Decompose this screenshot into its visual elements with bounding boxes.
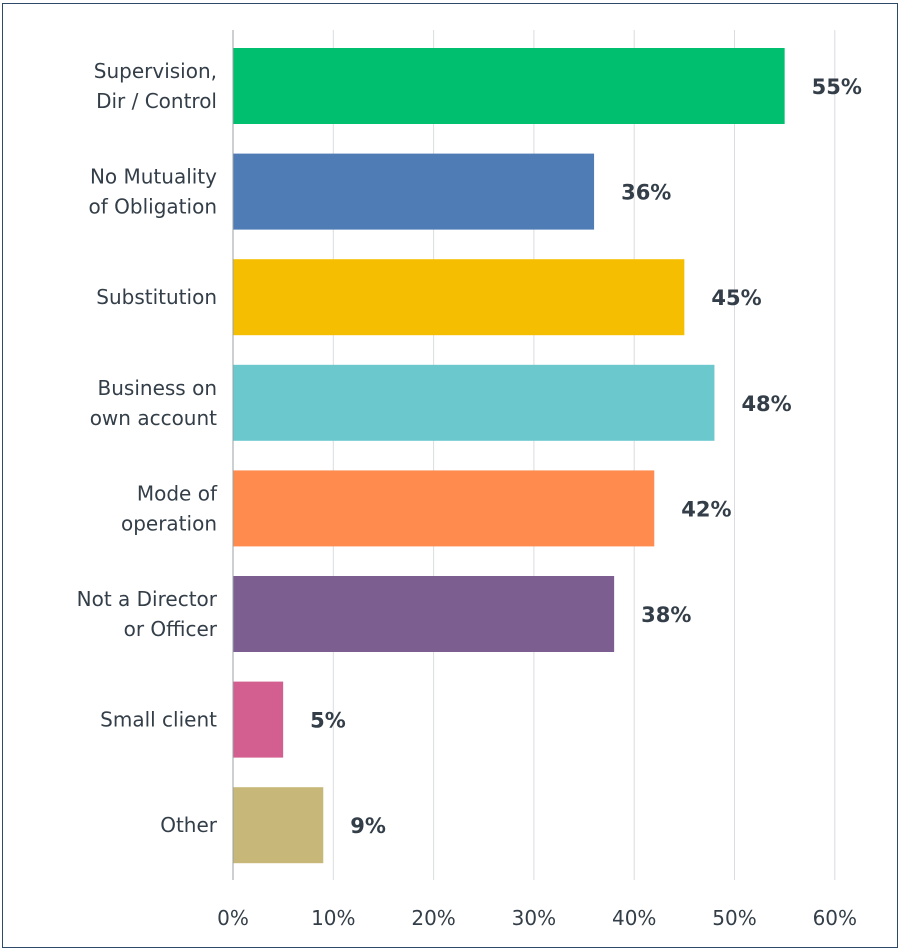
category-label: or Officer [124,617,218,641]
value-label: 45% [711,286,761,310]
value-label: 36% [621,181,671,205]
value-label: 42% [681,497,731,521]
category-label: of Obligation [89,195,217,219]
category-label: Supervision, [94,59,217,83]
bar [233,364,715,441]
x-tick-label: 20% [411,906,455,930]
bars [233,48,785,864]
category-label: Substitution [96,285,217,309]
category-label: Other [160,813,218,837]
x-tick-label: 10% [311,906,355,930]
value-label: 9% [350,814,386,838]
bar [233,153,595,230]
bar [233,787,324,864]
category-label: No Mutuality [90,165,217,189]
value-label: 55% [812,75,862,99]
category-label: own account [90,406,217,430]
x-tick-label: 0% [217,906,249,930]
x-tick-label: 40% [612,906,656,930]
category-label: operation [121,511,217,535]
value-label: 5% [310,709,346,733]
bar [233,259,685,336]
bar [233,470,655,547]
category-labels: Supervision, Dir / Control No Mutuality of … [77,59,218,837]
bar [233,576,615,652]
value-label: 38% [641,603,691,627]
x-tick-label: 60% [813,906,857,930]
value-labels: 55% 36% 45% 48% 42% 38% 5% 9% [310,75,862,838]
bar [233,48,785,124]
category-label: Small client [100,708,217,732]
category-label: Mode of [137,481,218,505]
x-tick-label: 30% [512,906,556,930]
chart-frame [2,3,898,948]
bar [233,681,284,758]
x-tick-label: 50% [712,906,756,930]
category-label: Business on [98,376,217,400]
category-label: Dir / Control [96,89,217,113]
x-axis-ticks: 0% 10% 20% 30% 40% 50% 60% [217,906,857,930]
value-label: 48% [741,392,791,416]
category-label: Not a Director [77,587,218,611]
